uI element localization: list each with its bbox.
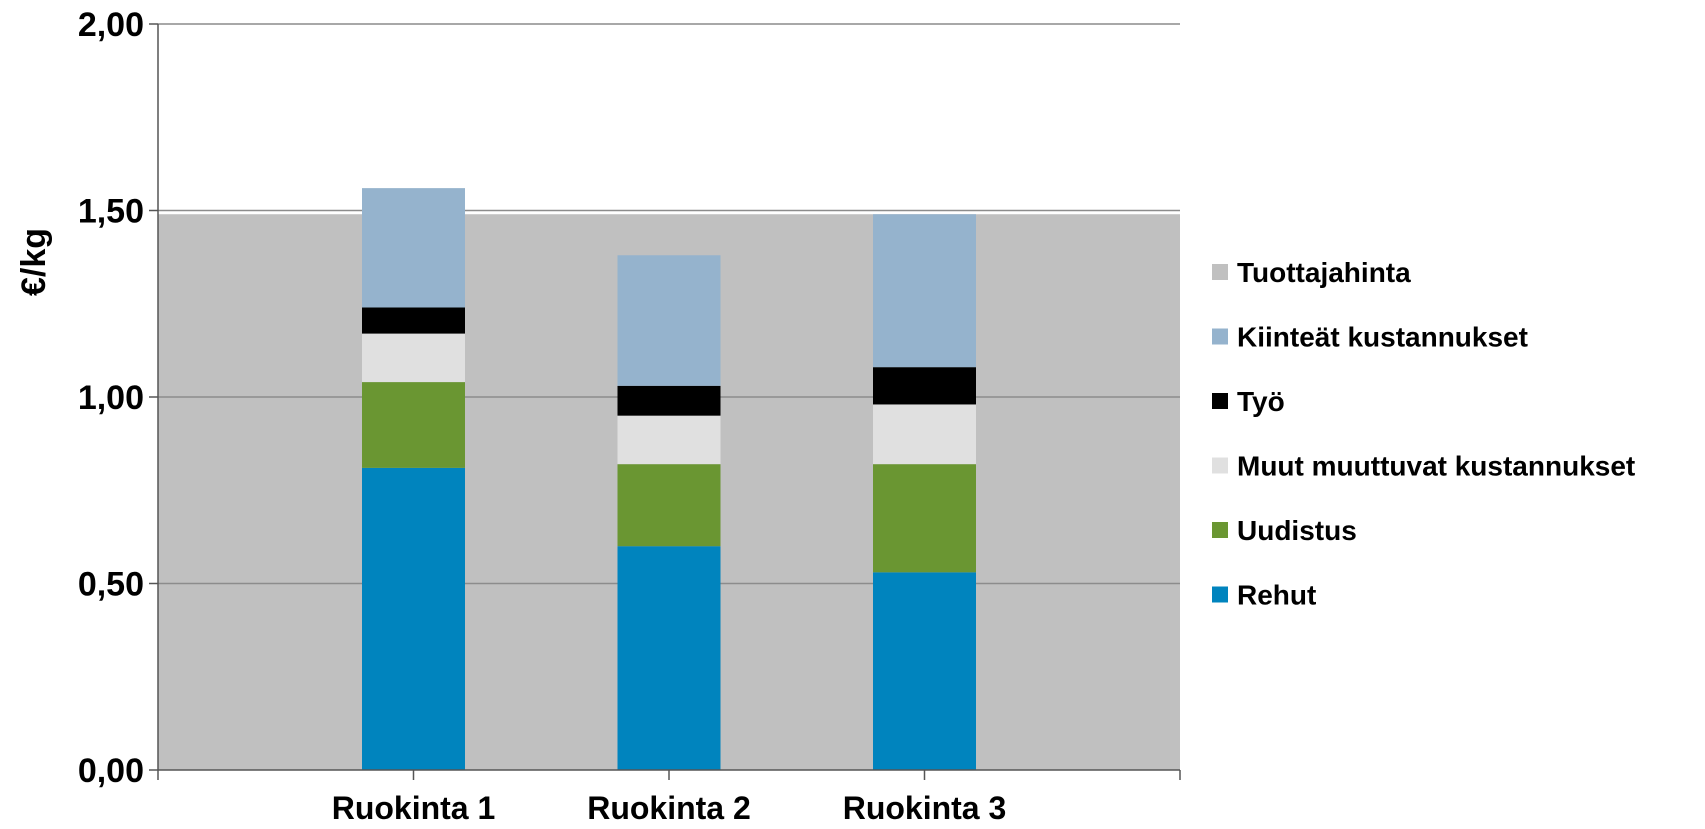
- x-category-label: Ruokinta 1: [332, 790, 496, 826]
- y-tick-label: 1,50: [78, 193, 144, 231]
- legend-swatch-kiinteät-kustannukset: [1212, 328, 1228, 345]
- bar-rehut-2: [617, 546, 721, 770]
- bar-uudistus-1: [362, 382, 465, 468]
- bar-rehut-1: [362, 467, 465, 770]
- bar-kiinteät-kustannukset-1: [362, 188, 465, 308]
- legend-label-kiinteät-kustannukset: Kiinteät kustannukset: [1237, 322, 1528, 353]
- bar-kiinteät-kustannukset-3: [873, 214, 976, 368]
- legend-label-tuottajahinta: Tuottajahinta: [1237, 257, 1411, 288]
- bar-uudistus-2: [617, 464, 721, 547]
- bar-uudistus-3: [873, 464, 976, 573]
- legend-label-uudistus: Uudistus: [1237, 515, 1357, 546]
- legend-swatch-muut-muuttuvat-kustannukset: [1212, 457, 1228, 474]
- x-category-label: Ruokinta 3: [843, 790, 1007, 826]
- bar-kiinteät-kustannukset-2: [617, 255, 721, 386]
- y-axis-title: €/kg: [15, 228, 53, 296]
- bar-rehut-3: [873, 572, 976, 770]
- legend-swatch-tuottajahinta: [1212, 264, 1228, 280]
- y-tick-label: 2,00: [78, 6, 144, 44]
- legend-label-muut-muuttuvat-kustannukset: Muut muuttuvat kustannukset: [1237, 451, 1635, 482]
- legend-swatch-uudistus: [1212, 522, 1228, 538]
- y-tick-label: 0,00: [78, 752, 144, 790]
- bar-muut-muuttuvat-kustannukset-2: [617, 415, 721, 465]
- legend-label-rehut: Rehut: [1237, 580, 1316, 611]
- bar-muut-muuttuvat-kustannukset-1: [362, 333, 465, 383]
- y-tick-label: 0,50: [78, 566, 144, 604]
- legend-swatch-työ: [1212, 393, 1228, 409]
- y-tick-label: 1,00: [78, 379, 144, 417]
- bar-työ-1: [362, 307, 465, 334]
- legend-swatch-rehut: [1212, 586, 1228, 603]
- bar-työ-2: [617, 385, 721, 416]
- x-category-label: Ruokinta 2: [587, 790, 751, 826]
- bar-muut-muuttuvat-kustannukset-3: [873, 404, 976, 465]
- bar-työ-3: [873, 367, 976, 405]
- legend-label-työ: Työ: [1237, 386, 1285, 417]
